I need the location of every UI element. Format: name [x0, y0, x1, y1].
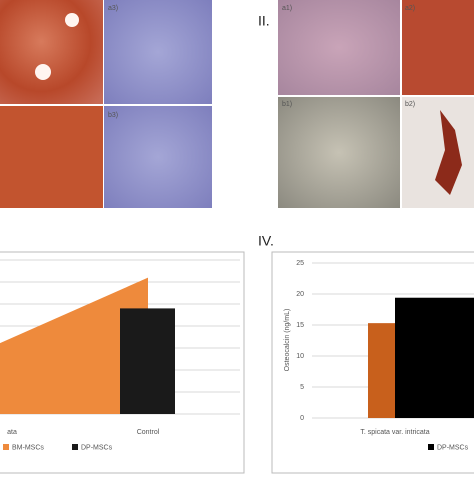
chart-frame	[0, 251, 245, 474]
y-tick-label: 10	[296, 353, 304, 360]
y-tick-label: 20	[296, 291, 304, 298]
x-tick-label: ata	[7, 429, 17, 436]
x-tick-label: T. spicata var. intricata	[360, 429, 429, 436]
legend-label: BM-MSCs	[12, 444, 44, 451]
y-tick-label: 25	[296, 260, 304, 267]
y-tick-label: 5	[300, 384, 304, 391]
legend-swatch	[428, 444, 434, 450]
x-tick-label: Control	[137, 429, 160, 436]
y-axis-title: Osteocalcin (ng/mL)	[284, 309, 291, 372]
panel-label: b1)	[282, 101, 292, 108]
chart-frame	[271, 251, 474, 474]
microscopy-group-2: a1) a2) b1) b2)	[278, 0, 474, 208]
bar	[0, 277, 148, 414]
panel-title: II.	[258, 13, 270, 29]
legend-swatch	[72, 444, 78, 450]
legend-label: DP-MSCs	[437, 444, 469, 451]
panel-label: a2)	[405, 5, 415, 12]
microscopy-group-1: a3) b3)	[0, 0, 212, 208]
panel-label: a1)	[282, 5, 292, 12]
legend-label: DP-MSCs	[81, 444, 113, 451]
legend-swatch	[3, 444, 9, 450]
panel-label: b2)	[405, 101, 415, 108]
y-tick-label: 0	[300, 415, 304, 422]
bar	[395, 297, 474, 418]
panel-label: b3)	[108, 112, 118, 119]
bar	[120, 308, 175, 414]
panel-title: IV.	[258, 233, 274, 249]
panel-label: a3)	[108, 5, 118, 12]
y-tick-label: 15	[296, 322, 304, 329]
